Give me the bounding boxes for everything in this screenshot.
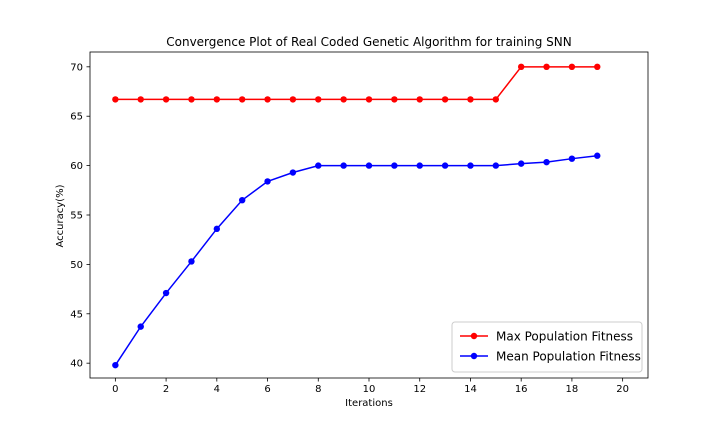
series-2-point xyxy=(391,162,398,169)
series-1-point xyxy=(137,96,144,103)
series-1-point xyxy=(112,96,119,103)
series-1-point xyxy=(492,96,500,103)
series-2-point xyxy=(441,162,449,169)
x-axis-label: Iterations xyxy=(345,398,393,409)
series-2-point xyxy=(289,169,297,176)
series-2-point xyxy=(568,155,576,162)
series-1-point xyxy=(416,96,423,103)
x-tick-label: 4 xyxy=(214,384,220,395)
series-2-point xyxy=(543,158,550,166)
series-1-point xyxy=(289,96,297,103)
legend-marker-1 xyxy=(470,332,478,340)
series-1-point xyxy=(340,96,347,103)
series-2-point xyxy=(517,160,525,167)
y-tick-label: 45 xyxy=(70,309,83,320)
series-1-point xyxy=(543,63,550,71)
legend-marker-2 xyxy=(470,352,478,360)
series-1-point xyxy=(467,96,474,103)
x-tick-label: 20 xyxy=(616,384,629,395)
y-axis-label: Accuracy(%) xyxy=(55,184,66,247)
series-2-point xyxy=(188,258,195,265)
axis-ticks: 0 2 4 6 8 10 12 14 16 18 20 40 45 50 55 60 65 70 xyxy=(70,62,629,395)
plot-area xyxy=(89,51,649,379)
series-1-point xyxy=(315,96,322,103)
series-1-point xyxy=(264,96,271,103)
series-2-point xyxy=(162,289,170,297)
legend: Max Population Fitness Mean Population Fi… xyxy=(451,321,643,373)
series-2-point xyxy=(112,361,119,369)
y-tick-label: 55 xyxy=(70,211,83,222)
series-2-point xyxy=(340,162,347,169)
series-2-point xyxy=(365,162,373,169)
series-2-point xyxy=(467,162,474,169)
x-tick-label: 12 xyxy=(413,384,426,395)
series-1-point xyxy=(365,96,373,103)
series-1-point xyxy=(213,96,221,103)
series-2-point xyxy=(264,178,271,185)
series-1-point xyxy=(568,63,576,71)
x-tick-label: 10 xyxy=(363,384,376,395)
series-2-point xyxy=(137,323,144,330)
series-1-point xyxy=(162,96,170,103)
x-tick-label: 14 xyxy=(464,384,477,395)
legend-box xyxy=(451,321,643,373)
x-tick-label: 8 xyxy=(315,384,321,395)
legend-label-2: Mean Population Fitness xyxy=(496,350,641,364)
x-tick-label: 2 xyxy=(163,384,169,395)
series-1-point xyxy=(594,63,601,71)
series-line-1 xyxy=(115,66,598,101)
series-line-2 xyxy=(114,154,598,366)
x-tick-label: 16 xyxy=(515,384,528,395)
y-tick-label: 65 xyxy=(70,112,83,123)
legend-label-1: Max Population Fitness xyxy=(496,330,633,344)
series-2-point xyxy=(238,196,246,204)
x-tick-label: 6 xyxy=(264,384,270,395)
x-tick-label: 18 xyxy=(566,384,579,395)
y-tick-label: 50 xyxy=(70,260,83,271)
series-2-point xyxy=(594,152,601,159)
y-tick-label: 70 xyxy=(70,62,83,73)
y-tick-label: 40 xyxy=(70,359,83,370)
x-tick-label: 0 xyxy=(112,384,118,395)
series-2-point xyxy=(416,162,423,169)
series-1-point xyxy=(517,63,525,71)
series-1-point xyxy=(391,96,398,103)
series-2-point xyxy=(213,225,221,233)
y-tick-label: 60 xyxy=(70,161,83,172)
series-1-point xyxy=(441,96,449,103)
series-2-point xyxy=(315,162,322,169)
series-1-point xyxy=(238,96,246,103)
series-1-point xyxy=(188,96,195,103)
chart-title: Convergence Plot of Real Coded Genetic A… xyxy=(166,35,571,49)
series-2-point xyxy=(492,162,500,169)
